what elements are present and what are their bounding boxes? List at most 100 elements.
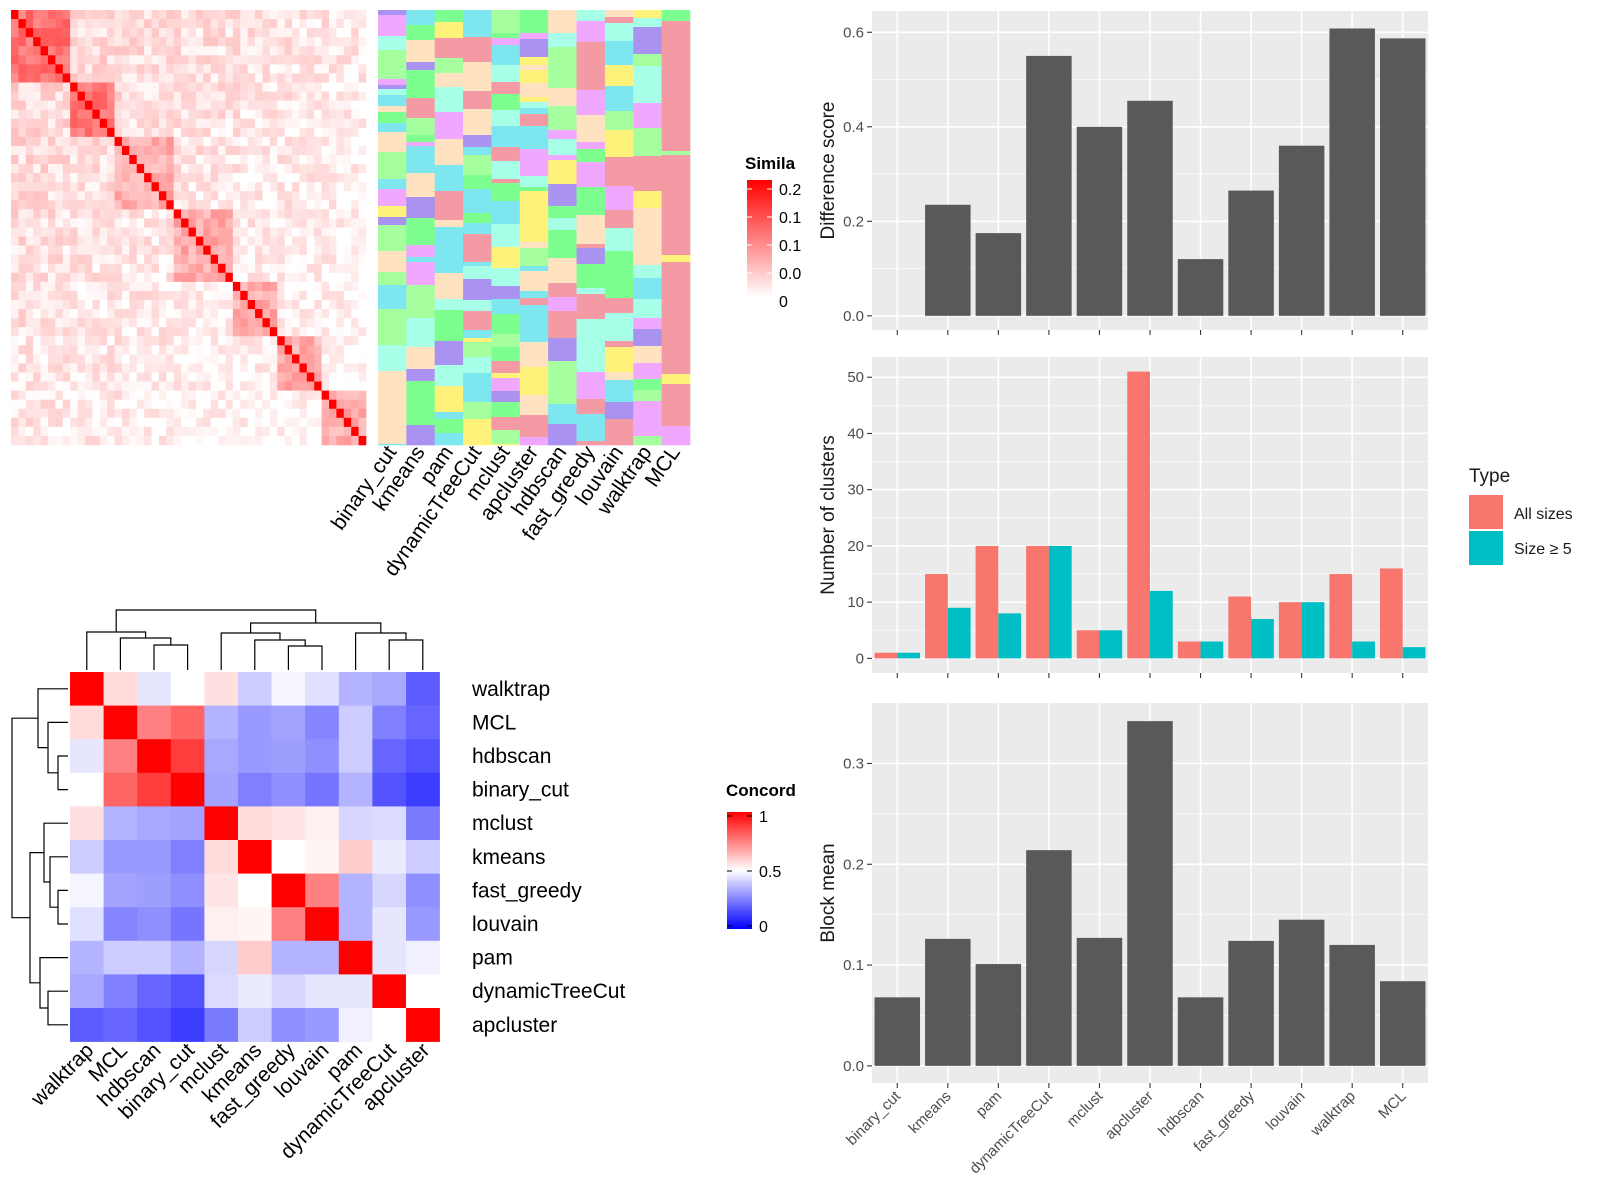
similarity-cell	[292, 381, 300, 391]
similarity-cell	[181, 55, 189, 65]
similarity-cell	[195, 10, 204, 20]
similarity-cell	[343, 145, 352, 156]
cluster-annotation-segment	[604, 380, 634, 403]
similarity-cell	[166, 345, 175, 355]
similarity-cell	[99, 345, 108, 355]
similarity-cell	[247, 173, 256, 183]
similarity-cell	[314, 372, 322, 382]
similarity-cell	[329, 209, 337, 219]
cluster-annotation-segment	[519, 191, 549, 221]
similarity-cell	[203, 46, 211, 56]
cluster-annotation-segment	[434, 165, 464, 192]
similarity-cell	[329, 91, 337, 101]
similarity-cell	[40, 327, 49, 337]
similarity-cell	[306, 200, 315, 210]
similarity-cell	[47, 118, 56, 129]
similarity-cell	[321, 245, 330, 255]
similarity-cell	[129, 73, 138, 83]
similarity-cell	[218, 281, 226, 292]
cluster-annotation-segment	[576, 248, 606, 265]
similarity-cell	[321, 28, 330, 38]
similarity-cell	[47, 55, 56, 65]
similarity-cell	[240, 118, 248, 129]
similarity-cell	[166, 46, 175, 56]
similarity-cell	[314, 73, 322, 83]
row-dendrogram	[11, 688, 68, 1026]
similarity-cell	[55, 309, 64, 319]
similarity-cell	[343, 390, 352, 400]
cluster-annotation-segment	[576, 244, 606, 249]
similarity-cell	[262, 28, 271, 38]
similarity-cell	[247, 426, 256, 437]
similarity-cell	[329, 381, 337, 391]
similarity-cell	[336, 435, 345, 446]
similarity-cell	[240, 10, 248, 20]
similarity-cell	[232, 209, 241, 219]
similarity-cell	[203, 136, 211, 147]
cluster-annotation-segment	[604, 228, 634, 252]
concordance-cell	[305, 907, 340, 942]
similarity-legend-tick: 0.0	[779, 266, 801, 283]
similarity-cell	[114, 91, 123, 101]
similarity-cell	[269, 145, 278, 156]
similarity-cell	[299, 408, 308, 419]
similarity-cell	[62, 426, 71, 437]
similarity-cell	[188, 145, 197, 156]
similarity-cell	[107, 91, 115, 101]
similarity-cell	[92, 191, 101, 201]
cluster-annotation-segment	[406, 25, 436, 41]
similarity-cell	[351, 300, 359, 310]
cluster-annotation-segment	[576, 187, 606, 216]
similarity-cell	[321, 336, 330, 346]
similarity-cell	[166, 300, 175, 310]
cluster-annotation-segment	[604, 372, 634, 381]
similarity-cell	[70, 372, 78, 382]
similarity-cell	[173, 218, 182, 228]
similarity-cell	[255, 254, 263, 265]
similarity-cell	[107, 164, 115, 174]
similarity-cell	[336, 290, 345, 301]
similarity-cell	[225, 209, 234, 219]
similarity-cell	[151, 290, 160, 301]
similarity-cell	[11, 100, 19, 110]
similarity-cell	[92, 145, 101, 156]
similarity-cell	[269, 136, 278, 147]
similarity-cell	[314, 155, 322, 165]
similarity-cell	[232, 164, 241, 174]
cluster-annotation-segment	[434, 58, 464, 74]
similarity-cell	[195, 227, 204, 237]
similarity-cell	[33, 417, 41, 428]
similarity-cell	[343, 363, 352, 373]
similarity-cell	[144, 363, 152, 373]
similarity-cell	[84, 173, 93, 183]
similarity-cell	[210, 136, 219, 147]
cluster-annotation-segment	[548, 283, 577, 298]
similarity-cell	[262, 145, 271, 156]
similarity-cell	[77, 37, 86, 47]
similarity-cell	[121, 354, 130, 364]
similarity-cell	[306, 327, 315, 337]
similarity-cell	[33, 426, 41, 437]
similarity-cell	[329, 136, 337, 147]
similarity-cell	[70, 173, 78, 183]
similarity-cell	[358, 236, 367, 246]
similarity-cell	[284, 236, 293, 246]
similarity-cell	[121, 318, 130, 328]
concordance-cell	[238, 705, 272, 740]
similarity-cell	[329, 281, 337, 292]
similarity-cell	[77, 55, 86, 65]
similarity-cell	[240, 173, 248, 183]
similarity-cell	[203, 127, 211, 138]
similarity-cell	[210, 200, 219, 210]
similarity-cell	[247, 127, 256, 138]
similarity-cell	[62, 28, 71, 38]
similarity-cell	[277, 345, 285, 355]
similarity-cell	[269, 426, 278, 437]
similarity-cell	[343, 91, 352, 101]
similarity-cell	[247, 417, 256, 428]
similarity-cell	[92, 164, 101, 174]
concordance-cell	[170, 974, 205, 1009]
similarity-cell	[77, 290, 86, 301]
similarity-cell	[336, 227, 345, 237]
similarity-cell	[329, 28, 337, 38]
